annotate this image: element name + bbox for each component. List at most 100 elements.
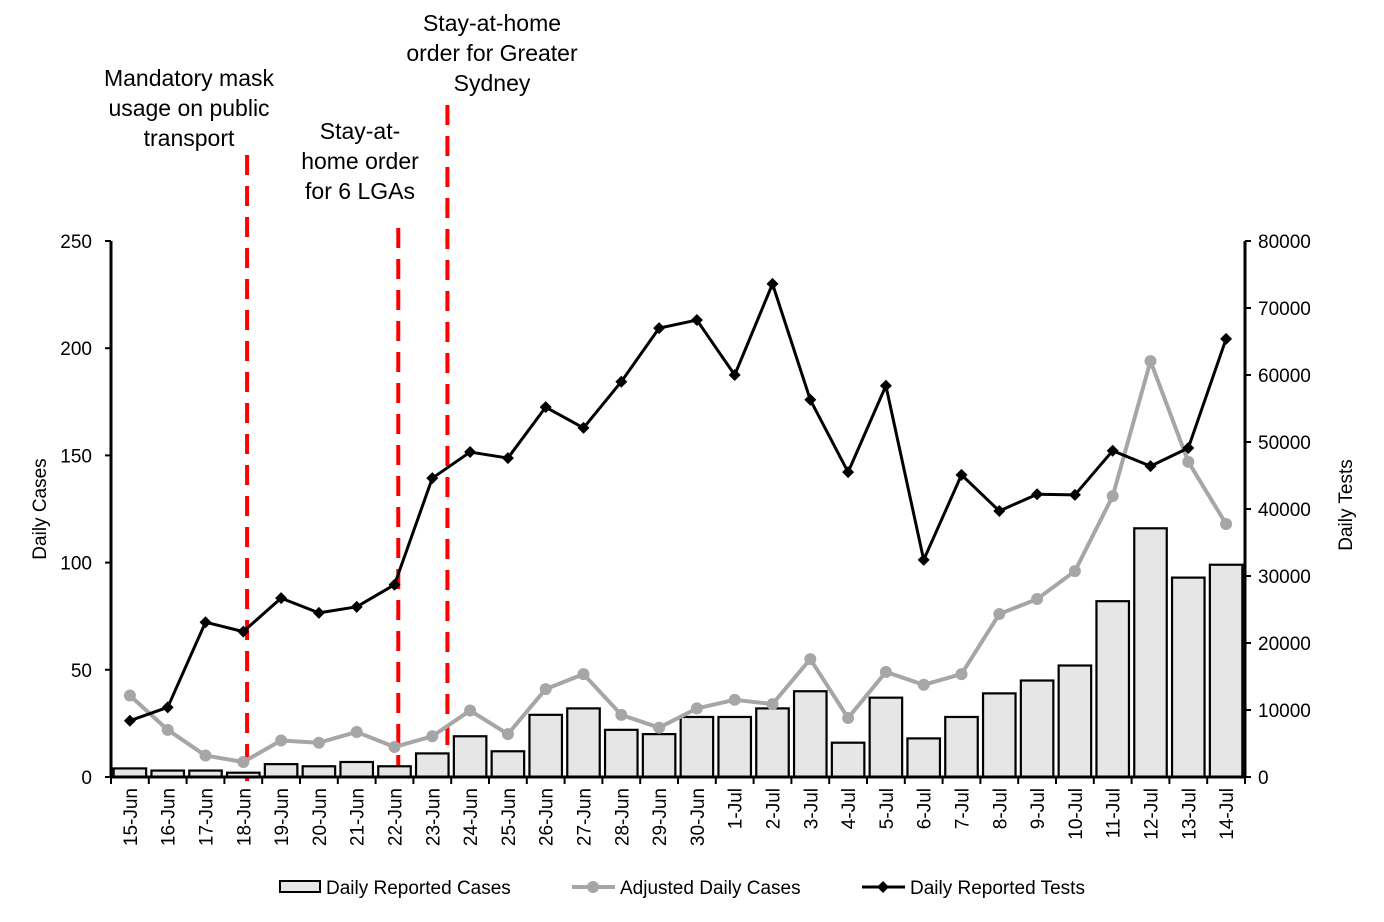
bar-daily-reported-cases bbox=[679, 715, 715, 779]
daily-reported-tests-point bbox=[312, 606, 325, 619]
bar-daily-reported-cases bbox=[1095, 600, 1131, 779]
left-axis-tick-label: 150 bbox=[60, 446, 92, 467]
bar-daily-reported-cases bbox=[906, 737, 942, 779]
bar-daily-reported-cases bbox=[301, 765, 337, 779]
bar-daily-reported-cases bbox=[566, 707, 601, 779]
bar-daily-reported-cases bbox=[452, 735, 488, 779]
daily-reported-tests-point bbox=[123, 714, 136, 727]
lines bbox=[123, 277, 1233, 768]
x-axis-tick-label: 30-Jun bbox=[688, 788, 709, 846]
bar-daily-reported-cases bbox=[641, 733, 677, 779]
right-axis-tick-label: 80000 bbox=[1258, 232, 1311, 253]
daily-reported-tests-point bbox=[1031, 488, 1044, 501]
daily-reported-tests-point bbox=[161, 701, 174, 714]
x-axis-tick-label: 24-Jun bbox=[461, 788, 482, 846]
adjusted-daily-cases-point bbox=[199, 749, 212, 762]
daily-reported-tests-point bbox=[350, 600, 363, 613]
adjusted-daily-cases-point bbox=[955, 668, 968, 681]
adjusted-daily-cases-point bbox=[879, 665, 892, 678]
daily-reported-tests-point bbox=[1106, 444, 1119, 457]
bar-daily-reported-cases bbox=[528, 713, 564, 779]
daily-reported-tests-point bbox=[426, 472, 439, 485]
bar-daily-reported-cases bbox=[830, 741, 866, 779]
bar-daily-reported-cases bbox=[603, 728, 639, 779]
x-axis-tick-label: 1-Jul bbox=[726, 788, 747, 829]
bar-daily-reported-cases bbox=[414, 752, 450, 779]
daily-reported-tests-line bbox=[129, 282, 1228, 723]
daily-reported-tests-point bbox=[842, 466, 855, 479]
legend-label-adjusted-daily-cases: Adjusted Daily Cases bbox=[620, 878, 801, 899]
left-axis-tick-label: 200 bbox=[60, 339, 92, 360]
adjusted-daily-cases-point bbox=[842, 712, 855, 725]
adjusted-daily-cases-point bbox=[161, 723, 174, 736]
adjusted-daily-cases-line bbox=[128, 359, 1228, 764]
daily-reported-tests-point bbox=[804, 393, 817, 406]
adjusted-daily-cases-point bbox=[350, 725, 363, 738]
bar-daily-reported-cases bbox=[339, 760, 375, 779]
x-axis-tick-label: 10-Jul bbox=[1066, 788, 1087, 840]
daily-reported-tests-point bbox=[690, 314, 703, 327]
x-axis-tick-label: 15-Jun bbox=[121, 788, 142, 846]
right-axis-tick-label: 50000 bbox=[1258, 433, 1311, 454]
daily-reported-tests-point bbox=[237, 625, 250, 638]
daily-reported-tests-point bbox=[1144, 460, 1157, 473]
bar-daily-reported-cases bbox=[377, 765, 412, 779]
annotation-text: home order bbox=[301, 148, 419, 174]
daily-reported-tests-point bbox=[275, 592, 288, 605]
adjusted-daily-cases-point bbox=[539, 683, 552, 696]
x-axis-tick-label: 27-Jun bbox=[575, 788, 596, 846]
adjusted-daily-cases-point bbox=[577, 668, 590, 681]
daily-reported-tests-point bbox=[199, 616, 212, 629]
legend-swatch-daily-reported-cases bbox=[279, 880, 321, 893]
legend-marker-daily-reported-tests bbox=[877, 881, 889, 893]
adjusted-daily-cases-point bbox=[275, 734, 288, 747]
annotation-text: Stay-at- bbox=[320, 118, 401, 144]
bar-daily-reported-cases bbox=[1019, 679, 1055, 779]
bar-daily-reported-cases bbox=[1057, 664, 1093, 779]
x-axis-tick-label: 25-Jun bbox=[499, 788, 520, 846]
x-axis-tick-label: 22-Jun bbox=[386, 788, 407, 846]
daily-reported-tests-point bbox=[615, 375, 628, 388]
adjusted-daily-cases-point bbox=[123, 689, 136, 702]
adjusted-daily-cases-point bbox=[1068, 565, 1081, 578]
legend-label-daily-reported-tests: Daily Reported Tests bbox=[910, 878, 1085, 899]
x-axis-tick-label: 9-Jul bbox=[1028, 788, 1049, 829]
annotation-text: order for Greater bbox=[406, 40, 578, 66]
bar-daily-reported-cases bbox=[792, 690, 828, 779]
right-axis-tick-label: 10000 bbox=[1258, 701, 1311, 722]
legend: Daily Reported Cases Adjusted Daily Cases… bbox=[279, 878, 1085, 899]
adjusted-daily-cases-point bbox=[766, 698, 779, 711]
right-axis-title: Daily Tests bbox=[1336, 459, 1357, 551]
legend-marker-adjusted-daily-cases bbox=[587, 881, 599, 893]
annotation-text: Stay-at-home bbox=[423, 10, 561, 36]
adjusted-daily-cases-point bbox=[388, 740, 401, 753]
x-axis-tick-label: 7-Jul bbox=[953, 788, 974, 829]
right-axis-tick-label: 0 bbox=[1258, 768, 1269, 789]
bar-daily-reported-cases bbox=[717, 715, 753, 779]
adjusted-daily-cases-point bbox=[1220, 518, 1233, 531]
x-axis-tick-label: 5-Jul bbox=[877, 788, 898, 829]
daily-reported-tests-point bbox=[539, 401, 552, 414]
adjusted-daily-cases-point bbox=[312, 736, 325, 749]
x-axis-tick-label: 19-Jun bbox=[272, 788, 293, 846]
bars-daily-reported-cases bbox=[112, 527, 1244, 779]
daily-reported-tests-point bbox=[955, 468, 968, 481]
adjusted-daily-cases-point bbox=[426, 730, 439, 743]
x-axis-tick-label: 6-Jul bbox=[915, 788, 936, 829]
adjusted-daily-cases-point bbox=[804, 653, 817, 666]
x-axis-tick-label: 23-Jun bbox=[423, 788, 444, 846]
bar-daily-reported-cases bbox=[1208, 563, 1244, 779]
daily-reported-tests-point bbox=[728, 369, 741, 381]
x-axis-tick-label: 3-Jul bbox=[801, 788, 822, 829]
daily-reported-tests-point bbox=[766, 277, 779, 290]
adjusted-daily-cases-point bbox=[237, 755, 250, 768]
daily-reported-tests-point bbox=[501, 452, 514, 465]
right-axis-tick-label: 60000 bbox=[1258, 366, 1311, 387]
right-axis-tick-label: 70000 bbox=[1258, 299, 1311, 320]
x-axis-tick-label: 4-Jul bbox=[839, 788, 860, 829]
bar-daily-reported-cases bbox=[755, 707, 790, 779]
daily-reported-tests-point bbox=[1182, 442, 1195, 455]
right-axis-tick-label: 30000 bbox=[1258, 567, 1311, 588]
daily-reported-tests-point bbox=[993, 505, 1006, 518]
